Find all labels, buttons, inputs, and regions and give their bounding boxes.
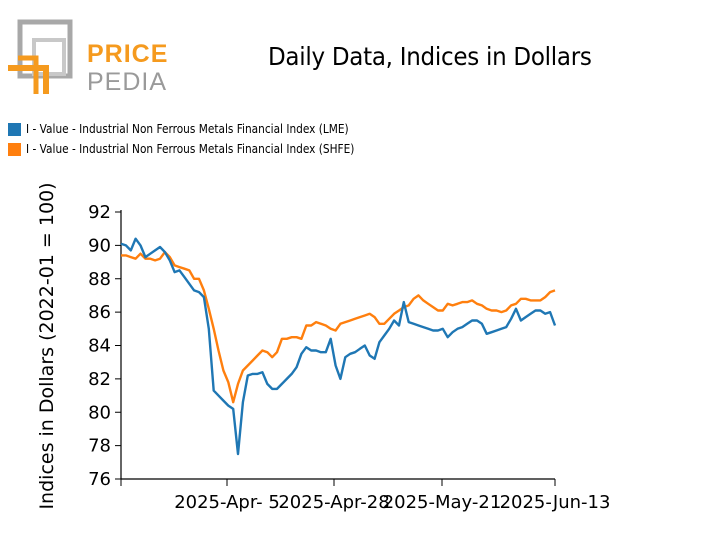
chart-legend: I - Value - Industrial Non Ferrous Metal… [8,119,399,159]
y-tick-label: 86 [88,302,111,323]
y-tick-label: 76 [88,469,111,490]
logo-mark-icon [8,19,73,94]
legend-label-shfe: I - Value - Industrial Non Ferrous Metal… [26,142,355,156]
pricepedia-logo: PRICE PEDIA [8,18,168,98]
legend-label-lme: I - Value - Industrial Non Ferrous Metal… [26,122,349,136]
y-tick-label: 92 [88,202,111,223]
y-axis-title: Indices in Dollars (2022-01 = 100) [36,182,58,509]
series-line-shfe [121,250,556,404]
y-tick-label: 88 [88,269,111,290]
chart-title: Daily Data, Indices in Dollars [268,42,592,71]
x-tick-label: 2025-Apr- 5 [174,492,280,513]
x-tick-label: 2025-Apr-28 [278,492,389,513]
y-tick-label: 90 [88,235,111,256]
legend-item-shfe: I - Value - Industrial Non Ferrous Metal… [8,139,399,159]
logo-text-price: PRICE [87,40,169,68]
y-tick-label: 78 [88,436,111,457]
legend-item-lme: I - Value - Industrial Non Ferrous Metal… [8,119,399,139]
y-tick-label: 82 [88,369,111,390]
x-tick-label: 2025-Jun-13 [500,492,611,513]
legend-swatch-shfe [8,142,21,156]
y-tick-label: 80 [88,402,111,423]
x-tick-label: 2025-May-21 [383,492,502,513]
y-tick-label: 84 [88,336,111,357]
chart-series [120,237,557,456]
series-line-lme [120,237,557,456]
logo-text-pedia: PEDIA [87,68,168,96]
chart-axes: 76 78 80 82 84 86 88 90 92 2025-Apr- 52025-Apr-28… [88,202,610,513]
legend-swatch-lme [8,122,21,136]
